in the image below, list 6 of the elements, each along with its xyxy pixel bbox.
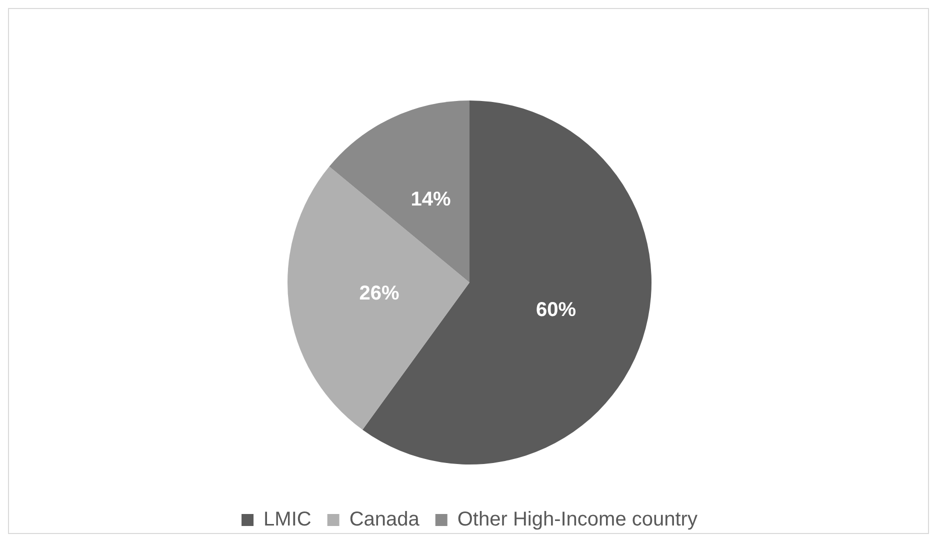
- legend-label: Other High-Income country: [457, 508, 698, 531]
- data-label: 14%: [410, 188, 451, 211]
- legend-label: LMIC: [264, 508, 312, 531]
- data-label: 60%: [536, 299, 576, 322]
- data-label: 26%: [359, 282, 400, 304]
- legend-label: Canada: [349, 508, 420, 531]
